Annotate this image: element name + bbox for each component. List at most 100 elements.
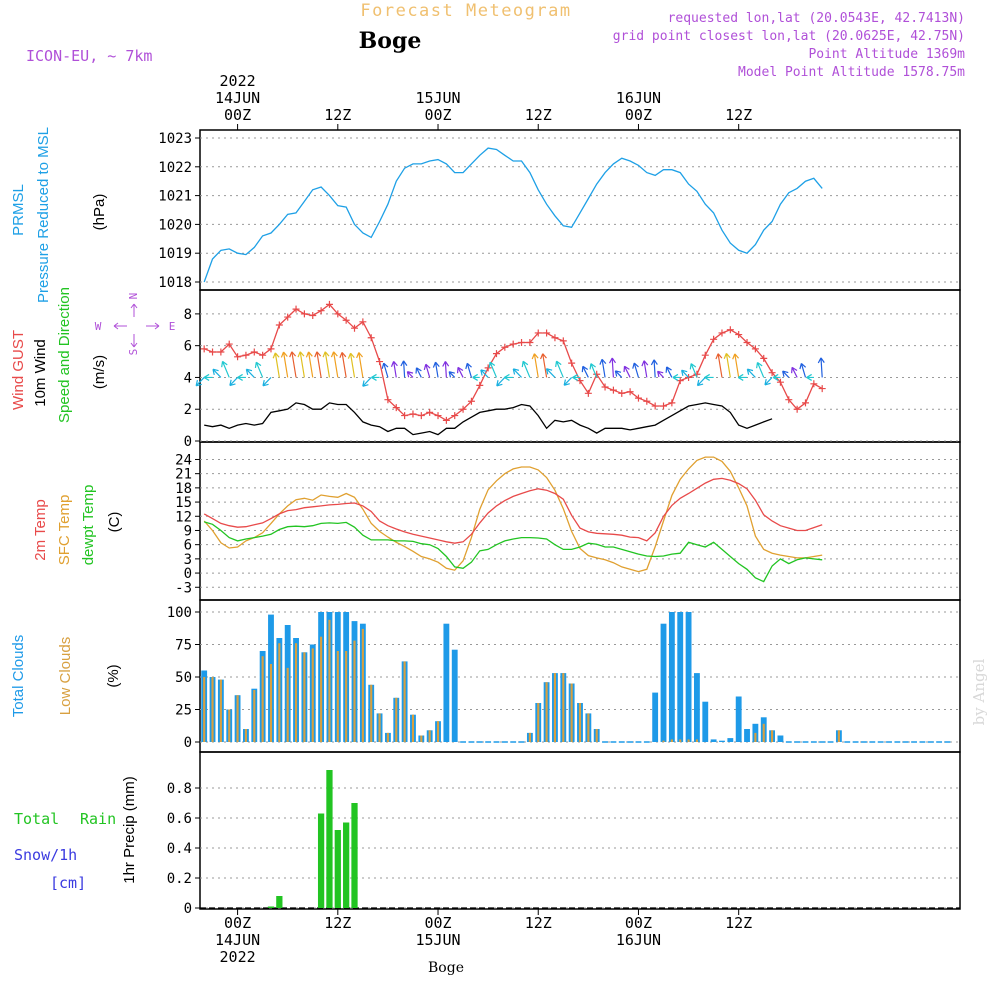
y-tick-label: 18 <box>175 481 192 497</box>
wind-direction-arrow <box>539 353 548 378</box>
chart-title: Forecast Meteogram <box>360 1 571 21</box>
wind-direction-arrow <box>237 373 246 381</box>
wind-gust-marker <box>225 340 233 348</box>
wind-direction-arrow <box>764 377 773 386</box>
total-cloud-bar <box>685 612 692 742</box>
wind-speed-label: Speed and Direction <box>56 287 73 423</box>
y-tick-label: -3 <box>175 580 192 596</box>
wind-direction-arrow <box>614 370 623 378</box>
precip-labels: Total Rain Snow/1h [cm] 1hr Precip (mm) <box>14 776 138 892</box>
precip-bar <box>343 822 350 908</box>
temp-panel-frame <box>199 441 961 601</box>
precip-bar <box>276 896 283 908</box>
bottom-time-label: 12Z <box>324 914 351 932</box>
wind-direction-arrow <box>512 368 522 378</box>
panel-frames <box>199 129 961 910</box>
y-tick-label: 75 <box>175 638 192 654</box>
wind-direction-arrow <box>657 370 664 378</box>
total-cloud-bar <box>668 612 675 742</box>
wind-direction-arrow <box>330 351 339 378</box>
wind-gust-marker <box>284 313 292 321</box>
bottom-time-label: 00Z <box>625 914 652 932</box>
wind-gust-marker <box>476 381 484 389</box>
pressure-panel-frame <box>199 129 961 291</box>
wind-direction-arrow <box>608 357 617 378</box>
temp-dewpt-line <box>204 521 823 583</box>
temp-sfc-line <box>203 456 823 573</box>
wind-gust-marker <box>459 405 467 413</box>
low-cloud-bar <box>662 740 665 742</box>
total-cloud-bar <box>719 740 725 742</box>
grid-layer <box>200 137 960 909</box>
wind-gust-marker <box>801 399 809 407</box>
wind-direction-arrow <box>572 373 580 381</box>
wind-unit: (m/s) <box>91 355 108 389</box>
wind-direction-arrow <box>746 368 756 378</box>
low-cloud-bar <box>303 652 306 742</box>
y-tick-label: 0.6 <box>167 811 192 827</box>
bottom-time-label: 12Z <box>525 914 552 932</box>
wind-gust-marker <box>726 326 734 334</box>
wind-gust-marker <box>317 307 325 315</box>
total-cloud-bar <box>660 623 667 742</box>
low-cloud-bar <box>670 739 673 742</box>
wind-gust-marker <box>217 348 225 356</box>
wind-direction-arrow <box>465 362 473 378</box>
y-tick-label: 21 <box>175 467 192 483</box>
low-cloud-bar <box>286 667 289 742</box>
wind-gust-marker <box>785 396 793 404</box>
low-cloud-bar <box>395 697 398 742</box>
wind-direction-arrow <box>272 352 280 378</box>
wind-direction-arrow <box>623 365 631 378</box>
y-tick-label: 1023 <box>158 131 192 147</box>
wind-direction-arrow <box>791 366 798 378</box>
low-cloud-bar <box>378 713 381 742</box>
requested-coords: requested lon,lat (20.0543E, 42.7413N) <box>668 11 965 26</box>
wind-direction-arrow <box>632 362 640 378</box>
precip-axis-label: 1hr Precip (mm) <box>121 776 138 884</box>
wind-gust-marker <box>668 399 676 407</box>
low-cloud-bar <box>411 714 415 742</box>
y-tick-label: 50 <box>175 670 192 686</box>
station-name: Boge <box>359 28 422 54</box>
wind-direction-arrow <box>696 377 706 387</box>
low-cloud-bar <box>837 730 840 742</box>
wind-gust-marker <box>209 348 217 356</box>
y-tick-label: 6 <box>184 339 192 355</box>
low-cloud-bar <box>228 709 231 742</box>
y-tick-label: 0 <box>184 434 192 450</box>
y-tick-label: 0 <box>184 566 192 582</box>
y-tick-label: 25 <box>175 703 192 719</box>
bottom-time-label: 14JUN <box>215 931 260 949</box>
wind-gust-marker <box>442 416 450 424</box>
wind-direction-arrow <box>723 352 731 378</box>
wind-direction-arrow <box>339 351 347 378</box>
y-tick-label: 1022 <box>158 160 192 176</box>
compass-s-label: S <box>127 349 140 356</box>
cloud-labels: Total Clouds Low Clouds (%) <box>10 635 122 718</box>
low-cloud-bar <box>587 713 590 742</box>
wind-direction-arrow <box>521 360 531 378</box>
model-label: ICON-EU, ~ 7km <box>26 47 152 65</box>
bottom-time-label: 12Z <box>725 914 752 932</box>
wind-gust-marker <box>676 377 684 385</box>
wind-direction-arrow <box>488 361 498 378</box>
wind-gust-marker <box>434 412 442 420</box>
wind-direction-arrow <box>314 351 322 378</box>
wind-gust-marker <box>651 402 659 410</box>
bottom-time-label: 15JUN <box>415 931 460 949</box>
low-cloud-bar <box>754 732 757 742</box>
wind-direction-arrow <box>289 351 297 378</box>
wind-direction-arrow <box>262 377 272 387</box>
top-time-label: 12Z <box>725 106 752 124</box>
wind-direction-arrow <box>732 353 740 378</box>
total-cloud-bar <box>777 735 784 742</box>
top-time-label: 12Z <box>525 106 552 124</box>
y-tick-label: 4 <box>184 370 192 386</box>
precip-panel-frame <box>199 751 961 910</box>
low-cloud-bar <box>679 739 682 742</box>
wind-gust-marker <box>267 345 275 353</box>
wind-gust-marker <box>292 305 300 313</box>
temp-unit: (C) <box>106 512 123 533</box>
